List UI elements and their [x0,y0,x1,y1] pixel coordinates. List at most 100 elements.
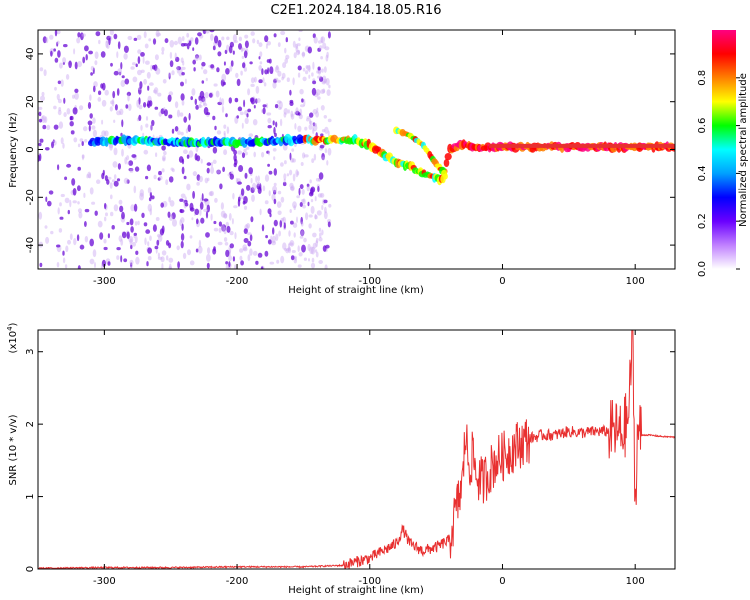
noise-point [64,264,68,269]
noise-point [144,237,147,246]
noise-point [272,120,275,126]
noise-point [190,37,194,42]
noise-point [318,260,324,264]
noise-point [226,36,230,41]
noise-point [94,60,98,66]
noise-point [327,31,331,39]
noise-point [148,197,152,202]
noise-point [106,43,110,49]
noise-point [207,247,211,255]
noise-point [143,149,149,155]
noise-point [227,173,230,177]
noise-point [200,217,205,224]
noise-point [273,168,277,176]
noise-point [206,253,211,262]
noise-point [40,95,45,102]
noise-point [297,264,302,268]
noise-point [259,208,262,216]
noise-point [90,65,94,71]
noise-point [91,201,96,205]
spectrogram-x-axis: -300 -200 -100 0 100 [93,30,645,287]
noise-point [95,31,101,37]
noise-point [73,238,77,246]
noise-point [126,91,132,97]
noise-point [89,113,93,119]
noise-point [111,179,116,183]
noise-point [284,47,287,54]
x-tick-label: 100 [626,576,645,587]
noise-point [231,218,234,225]
noise-point [118,71,122,76]
noise-point [38,211,43,220]
noise-point [139,192,145,201]
noise-point [106,179,110,185]
noise-point [239,255,243,261]
noise-point [194,37,199,45]
noise-point [148,38,152,42]
noise-point [110,194,113,200]
noise-point [312,122,316,127]
noise-point [221,224,225,232]
noise-point [48,190,54,195]
noise-point [194,98,197,106]
noise-point [116,255,120,260]
noise-point [116,247,121,251]
noise-point [297,125,302,132]
noise-point [278,230,281,237]
noise-point [186,183,191,191]
noise-point [267,67,270,75]
noise-point [45,236,50,244]
noise-point [267,208,272,215]
noise-point [139,189,144,197]
noise-point [111,225,115,230]
noise-point [188,112,191,121]
noise-point [62,257,66,264]
noise-point [117,41,121,50]
noise-point [233,40,238,44]
noise-point [116,178,121,182]
colorbar-tick-label: 0.6 [697,118,708,134]
noise-point [291,250,296,253]
noise-point [109,143,113,151]
noise-point [180,93,185,101]
noise-point [326,89,331,96]
noise-point [241,152,246,159]
noise-point [152,224,157,232]
noise-point [255,175,258,183]
noise-point [306,118,310,122]
noise-point [66,163,72,168]
x-tick-label: 0 [499,576,505,587]
noise-point [259,51,263,57]
noise-point [291,158,296,163]
noise-point [264,69,268,75]
noise-point [180,131,184,136]
noise-point [272,81,277,89]
noise-point [60,137,64,145]
noise-point [304,126,308,131]
noise-point [206,167,210,174]
noise-point [169,51,173,59]
noise-point [133,185,137,194]
noise-point [245,146,250,150]
y-tick-label: -20 [25,189,36,205]
x-tick-label: -100 [358,576,381,587]
noise-point [235,72,239,78]
noise-point [164,38,169,44]
noise-point [258,42,263,48]
noise-point [228,45,233,54]
noise-point [110,100,115,105]
noise-point [138,87,142,95]
noise-point [129,238,133,246]
noise-point [62,142,65,149]
noise-point [297,72,301,78]
noise-point [280,255,285,264]
noise-point [163,150,167,156]
noise-point [208,92,213,98]
noise-point [65,245,69,253]
noise-point [308,214,313,218]
noise-point [223,61,226,66]
noise-point [168,257,174,263]
noise-point [317,186,320,192]
noise-point [149,191,152,199]
noise-point [178,156,184,163]
